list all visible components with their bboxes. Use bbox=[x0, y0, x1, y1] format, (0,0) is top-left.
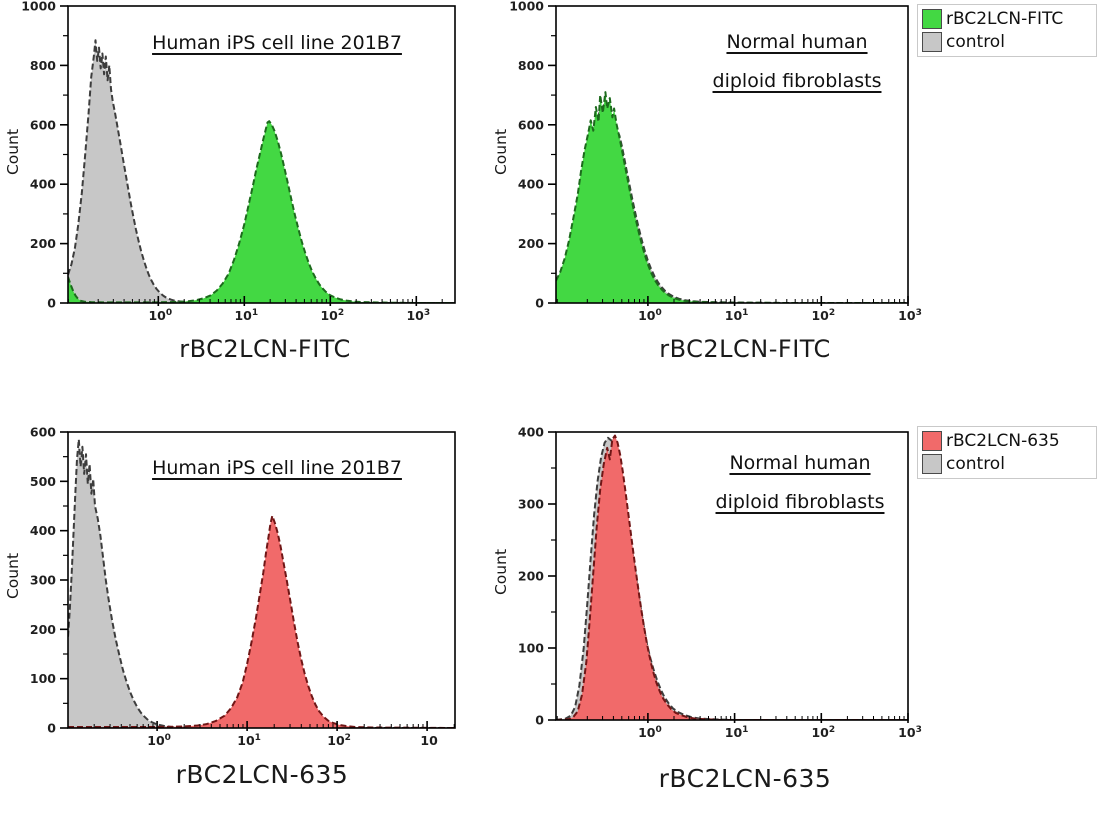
panel-ips-fitc: 0 200 400 600 800 1000 100 101 102 103 bbox=[21, 0, 456, 323]
svg-text:600: 600 bbox=[518, 117, 544, 132]
legend-swatch-control bbox=[922, 454, 942, 474]
svg-text:400: 400 bbox=[30, 177, 56, 192]
y-axis-label-fibroblast-635: Count bbox=[492, 548, 510, 596]
legend-item: rBC2LCN-FITC bbox=[922, 9, 1091, 29]
svg-text:101: 101 bbox=[234, 308, 258, 323]
panel-fibroblast-635: 0 100 200 300 400 100 101 102 103 bbox=[518, 425, 922, 741]
svg-text:0: 0 bbox=[47, 296, 56, 311]
svg-text:600: 600 bbox=[30, 117, 56, 132]
title-line: Normal human bbox=[726, 31, 868, 53]
svg-text:102: 102 bbox=[320, 308, 344, 323]
title-line: Normal human bbox=[729, 452, 871, 474]
svg-text:10: 10 bbox=[420, 733, 438, 748]
svg-text:500: 500 bbox=[30, 474, 56, 489]
svg-text:100: 100 bbox=[518, 641, 544, 656]
x-axis-label-fibroblast-635: rBC2LCN-635 bbox=[658, 764, 832, 793]
svg-text:400: 400 bbox=[30, 523, 56, 538]
panel-fibroblast-fitc: 0 200 400 600 800 1000 100 101 102 103 bbox=[509, 0, 922, 323]
svg-text:102: 102 bbox=[811, 308, 835, 323]
panel-title-ips-635: Human iPS cell line 201B7 bbox=[117, 449, 437, 488]
series-outline-rBC2LCN-FITC bbox=[68, 120, 455, 303]
svg-text:400: 400 bbox=[518, 177, 544, 192]
svg-text:103: 103 bbox=[406, 308, 430, 323]
svg-text:102: 102 bbox=[327, 733, 351, 748]
series-fill-control bbox=[68, 439, 455, 728]
legend-swatch-635 bbox=[922, 431, 942, 451]
panel-title-ips-fitc: Human iPS cell line 201B7 bbox=[117, 24, 437, 63]
legend-swatch-control bbox=[922, 32, 942, 52]
series-outline-rBC2LCN-635 bbox=[556, 434, 908, 720]
legend-swatch-fitc bbox=[922, 9, 942, 29]
svg-text:100: 100 bbox=[638, 725, 662, 740]
svg-text:0: 0 bbox=[535, 713, 544, 728]
legend-item: control bbox=[922, 454, 1091, 474]
panel-title-fibroblast-fitc: Normal human diploid fibroblasts bbox=[637, 23, 957, 101]
y-axis-label-ips-635: Count bbox=[4, 552, 22, 600]
svg-text:300: 300 bbox=[30, 573, 56, 588]
series-outline-rBC2LCN-635 bbox=[68, 514, 455, 728]
legend-635: rBC2LCN-635 control bbox=[917, 426, 1097, 479]
series-outline-control bbox=[68, 438, 455, 728]
x-axis-label-ips-fitc: rBC2LCN-FITC bbox=[179, 335, 351, 363]
legend-item: control bbox=[922, 32, 1091, 52]
title-line: Human iPS cell line 201B7 bbox=[152, 457, 402, 479]
legend-fitc: rBC2LCN-FITC control bbox=[917, 4, 1097, 57]
svg-text:100: 100 bbox=[147, 733, 171, 748]
svg-text:400: 400 bbox=[518, 425, 544, 440]
series-fill-rBC2LCN-FITC bbox=[556, 92, 908, 303]
svg-text:100: 100 bbox=[30, 671, 56, 686]
svg-text:200: 200 bbox=[518, 236, 544, 251]
legend-label: rBC2LCN-FITC bbox=[946, 9, 1064, 29]
svg-text:200: 200 bbox=[518, 569, 544, 584]
svg-text:0: 0 bbox=[47, 721, 56, 736]
axis-ticks: 0 100 200 300 400 100 101 102 103 bbox=[518, 425, 922, 741]
svg-text:100: 100 bbox=[148, 308, 172, 323]
legend-label: control bbox=[946, 454, 1005, 474]
title-line: Human iPS cell line 201B7 bbox=[152, 32, 402, 54]
legend-label: rBC2LCN-635 bbox=[946, 431, 1060, 451]
y-axis-label-fibroblast-fitc: Count bbox=[492, 128, 510, 176]
svg-text:0: 0 bbox=[535, 296, 544, 311]
series-fill-control bbox=[68, 40, 455, 303]
legend-label: control bbox=[946, 32, 1005, 52]
svg-text:101: 101 bbox=[237, 733, 261, 748]
svg-text:200: 200 bbox=[30, 236, 56, 251]
panel-title-fibroblast-635: Normal human diploid fibroblasts bbox=[640, 444, 960, 522]
title-line: diploid fibroblasts bbox=[712, 70, 882, 92]
series-fill-rBC2LCN-635 bbox=[556, 435, 908, 720]
series-fill-rBC2LCN-635 bbox=[68, 515, 455, 728]
series-fill-rBC2LCN-FITC bbox=[68, 121, 455, 303]
svg-text:300: 300 bbox=[518, 497, 544, 512]
x-axis-label-ips-635: rBC2LCN-635 bbox=[175, 760, 349, 789]
legend-item: rBC2LCN-635 bbox=[922, 431, 1091, 451]
svg-text:103: 103 bbox=[898, 308, 922, 323]
svg-text:100: 100 bbox=[638, 308, 662, 323]
axis-ticks: 0 200 400 600 800 1000 100 101 102 103 bbox=[21, 0, 443, 323]
svg-text:1000: 1000 bbox=[21, 0, 56, 14]
svg-text:800: 800 bbox=[30, 58, 56, 73]
series-outline-rBC2LCN-FITC bbox=[556, 91, 908, 303]
svg-text:103: 103 bbox=[898, 725, 922, 740]
x-axis-label-fibroblast-fitc: rBC2LCN-FITC bbox=[659, 335, 831, 363]
svg-text:102: 102 bbox=[811, 725, 835, 740]
title-line: diploid fibroblasts bbox=[715, 491, 885, 513]
series-outline-control bbox=[68, 39, 455, 303]
svg-text:101: 101 bbox=[725, 308, 749, 323]
svg-text:800: 800 bbox=[518, 58, 544, 73]
y-axis-label-ips-fitc: Count bbox=[4, 128, 22, 176]
panel-ips-635: 0 100 200 300 400 500 600 100 101 102 10 bbox=[30, 425, 456, 748]
svg-text:1000: 1000 bbox=[509, 0, 544, 14]
svg-text:200: 200 bbox=[30, 622, 56, 637]
svg-text:600: 600 bbox=[30, 425, 56, 440]
svg-text:101: 101 bbox=[725, 725, 749, 740]
